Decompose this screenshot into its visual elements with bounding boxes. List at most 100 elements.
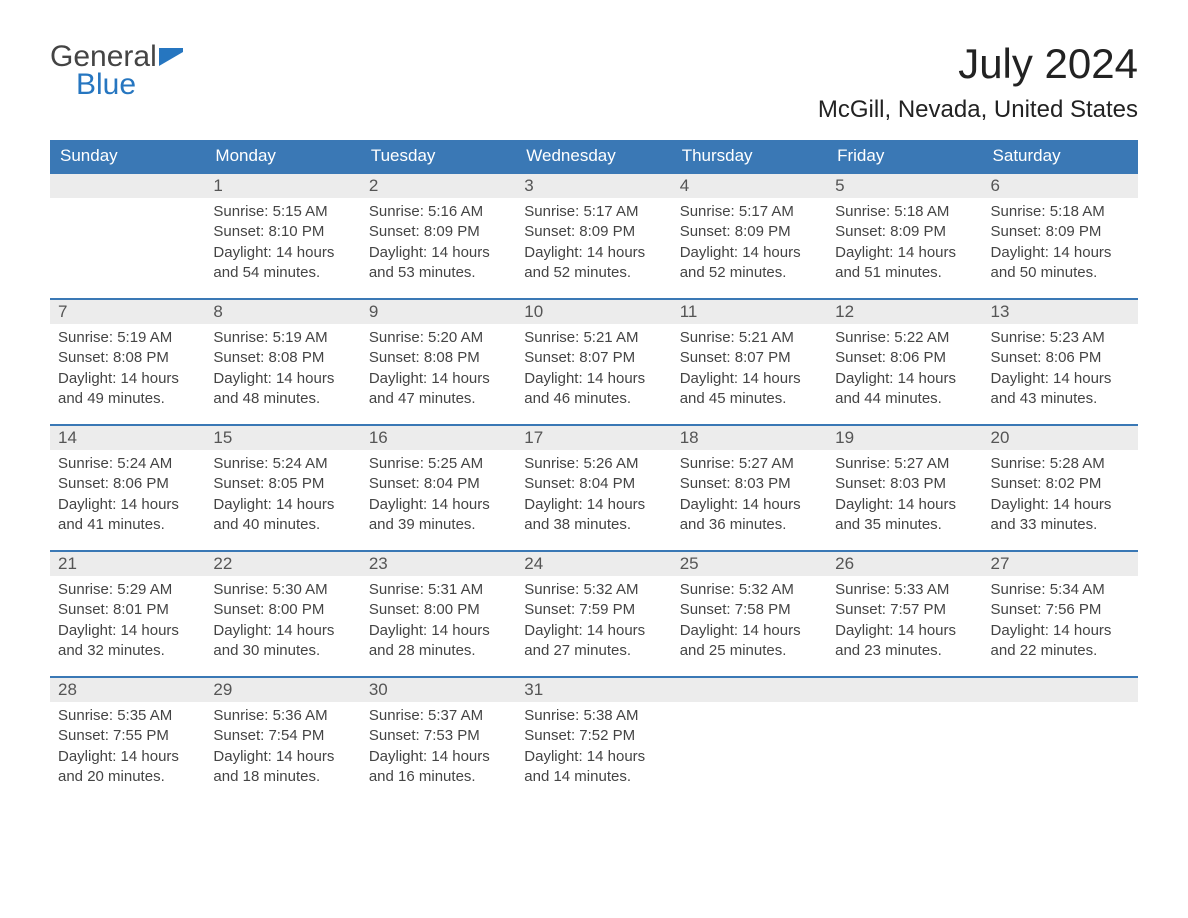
sunset-text: Sunset: 8:06 PM <box>991 348 1130 368</box>
calendar-day-cell: 20Sunrise: 5:28 AMSunset: 8:02 PMDayligh… <box>983 424 1138 550</box>
daylight-text: Daylight: 14 hours and 27 minutes. <box>524 621 663 662</box>
calendar-day-cell: 11Sunrise: 5:21 AMSunset: 8:07 PMDayligh… <box>672 298 827 424</box>
day-number: 29 <box>205 676 360 702</box>
calendar-day-cell: 27Sunrise: 5:34 AMSunset: 7:56 PMDayligh… <box>983 550 1138 676</box>
calendar-day-cell: 19Sunrise: 5:27 AMSunset: 8:03 PMDayligh… <box>827 424 982 550</box>
calendar-table: SundayMondayTuesdayWednesdayThursdayFrid… <box>50 140 1138 802</box>
sunset-text: Sunset: 8:04 PM <box>524 474 663 494</box>
day-content: Sunrise: 5:23 AMSunset: 8:06 PMDaylight:… <box>983 324 1138 417</box>
calendar-day-cell: 18Sunrise: 5:27 AMSunset: 8:03 PMDayligh… <box>672 424 827 550</box>
calendar-day-cell: 7Sunrise: 5:19 AMSunset: 8:08 PMDaylight… <box>50 298 205 424</box>
sunset-text: Sunset: 7:57 PM <box>835 600 974 620</box>
calendar-day-cell: 4Sunrise: 5:17 AMSunset: 8:09 PMDaylight… <box>672 172 827 298</box>
calendar-day-cell <box>50 172 205 298</box>
page-header: General Blue July 2024 McGill, Nevada, U… <box>50 40 1138 124</box>
sunrise-text: Sunrise: 5:32 AM <box>680 580 819 600</box>
daylight-text: Daylight: 14 hours and 50 minutes. <box>991 243 1130 284</box>
sunrise-text: Sunrise: 5:33 AM <box>835 580 974 600</box>
sunrise-text: Sunrise: 5:26 AM <box>524 454 663 474</box>
day-number: 5 <box>827 172 982 198</box>
day-content: Sunrise: 5:25 AMSunset: 8:04 PMDaylight:… <box>361 450 516 543</box>
sunrise-text: Sunrise: 5:28 AM <box>991 454 1130 474</box>
day-content: Sunrise: 5:27 AMSunset: 8:03 PMDaylight:… <box>827 450 982 543</box>
daylight-text: Daylight: 14 hours and 38 minutes. <box>524 495 663 536</box>
sunrise-text: Sunrise: 5:17 AM <box>680 202 819 222</box>
sunrise-text: Sunrise: 5:22 AM <box>835 328 974 348</box>
sunrise-text: Sunrise: 5:36 AM <box>213 706 352 726</box>
calendar-day-cell <box>827 676 982 802</box>
day-content: Sunrise: 5:33 AMSunset: 7:57 PMDaylight:… <box>827 576 982 669</box>
day-content: Sunrise: 5:30 AMSunset: 8:00 PMDaylight:… <box>205 576 360 669</box>
sunset-text: Sunset: 8:07 PM <box>680 348 819 368</box>
day-content: Sunrise: 5:29 AMSunset: 8:01 PMDaylight:… <box>50 576 205 669</box>
day-number: 13 <box>983 298 1138 324</box>
day-content: Sunrise: 5:16 AMSunset: 8:09 PMDaylight:… <box>361 198 516 291</box>
sunset-text: Sunset: 8:07 PM <box>524 348 663 368</box>
day-content: Sunrise: 5:19 AMSunset: 8:08 PMDaylight:… <box>50 324 205 417</box>
sunrise-text: Sunrise: 5:19 AM <box>213 328 352 348</box>
calendar-day-cell: 2Sunrise: 5:16 AMSunset: 8:09 PMDaylight… <box>361 172 516 298</box>
daylight-text: Daylight: 14 hours and 25 minutes. <box>680 621 819 662</box>
weekday-header: Tuesday <box>361 140 516 172</box>
sunrise-text: Sunrise: 5:20 AM <box>369 328 508 348</box>
day-number: 16 <box>361 424 516 450</box>
day-content: Sunrise: 5:17 AMSunset: 8:09 PMDaylight:… <box>672 198 827 291</box>
month-title: July 2024 <box>818 40 1138 88</box>
day-number: 24 <box>516 550 671 576</box>
daylight-text: Daylight: 14 hours and 54 minutes. <box>213 243 352 284</box>
calendar-week-row: 1Sunrise: 5:15 AMSunset: 8:10 PMDaylight… <box>50 172 1138 298</box>
calendar-day-cell: 9Sunrise: 5:20 AMSunset: 8:08 PMDaylight… <box>361 298 516 424</box>
calendar-day-cell: 22Sunrise: 5:30 AMSunset: 8:00 PMDayligh… <box>205 550 360 676</box>
calendar-day-cell: 25Sunrise: 5:32 AMSunset: 7:58 PMDayligh… <box>672 550 827 676</box>
calendar-week-row: 7Sunrise: 5:19 AMSunset: 8:08 PMDaylight… <box>50 298 1138 424</box>
weekday-header-row: SundayMondayTuesdayWednesdayThursdayFrid… <box>50 140 1138 172</box>
sunrise-text: Sunrise: 5:19 AM <box>58 328 197 348</box>
sunrise-text: Sunrise: 5:18 AM <box>991 202 1130 222</box>
flag-icon <box>159 48 183 66</box>
daylight-text: Daylight: 14 hours and 51 minutes. <box>835 243 974 284</box>
day-content: Sunrise: 5:36 AMSunset: 7:54 PMDaylight:… <box>205 702 360 795</box>
daylight-text: Daylight: 14 hours and 22 minutes. <box>991 621 1130 662</box>
sunrise-text: Sunrise: 5:35 AM <box>58 706 197 726</box>
day-content: Sunrise: 5:38 AMSunset: 7:52 PMDaylight:… <box>516 702 671 795</box>
day-content: Sunrise: 5:22 AMSunset: 8:06 PMDaylight:… <box>827 324 982 417</box>
sunset-text: Sunset: 8:09 PM <box>369 222 508 242</box>
sunrise-text: Sunrise: 5:37 AM <box>369 706 508 726</box>
day-number: 10 <box>516 298 671 324</box>
calendar-day-cell: 8Sunrise: 5:19 AMSunset: 8:08 PMDaylight… <box>205 298 360 424</box>
sunset-text: Sunset: 8:04 PM <box>369 474 508 494</box>
title-block: July 2024 McGill, Nevada, United States <box>818 40 1138 124</box>
brand-logo: General Blue <box>50 40 183 102</box>
sunset-text: Sunset: 8:09 PM <box>680 222 819 242</box>
day-number: 17 <box>516 424 671 450</box>
daylight-text: Daylight: 14 hours and 46 minutes. <box>524 369 663 410</box>
day-number: 7 <box>50 298 205 324</box>
daylight-text: Daylight: 14 hours and 44 minutes. <box>835 369 974 410</box>
day-number: 6 <box>983 172 1138 198</box>
calendar-day-cell: 12Sunrise: 5:22 AMSunset: 8:06 PMDayligh… <box>827 298 982 424</box>
sunset-text: Sunset: 8:01 PM <box>58 600 197 620</box>
daylight-text: Daylight: 14 hours and 39 minutes. <box>369 495 508 536</box>
sunset-text: Sunset: 8:09 PM <box>991 222 1130 242</box>
day-content: Sunrise: 5:21 AMSunset: 8:07 PMDaylight:… <box>516 324 671 417</box>
day-number: 22 <box>205 550 360 576</box>
sunrise-text: Sunrise: 5:24 AM <box>58 454 197 474</box>
day-content: Sunrise: 5:35 AMSunset: 7:55 PMDaylight:… <box>50 702 205 795</box>
calendar-day-cell <box>672 676 827 802</box>
day-content: Sunrise: 5:37 AMSunset: 7:53 PMDaylight:… <box>361 702 516 795</box>
day-content: Sunrise: 5:18 AMSunset: 8:09 PMDaylight:… <box>983 198 1138 291</box>
daylight-text: Daylight: 14 hours and 47 minutes. <box>369 369 508 410</box>
weekday-header: Friday <box>827 140 982 172</box>
calendar-day-cell <box>983 676 1138 802</box>
day-number: 31 <box>516 676 671 702</box>
daylight-text: Daylight: 14 hours and 33 minutes. <box>991 495 1130 536</box>
calendar-day-cell: 24Sunrise: 5:32 AMSunset: 7:59 PMDayligh… <box>516 550 671 676</box>
weekday-header: Sunday <box>50 140 205 172</box>
day-content: Sunrise: 5:21 AMSunset: 8:07 PMDaylight:… <box>672 324 827 417</box>
calendar-week-row: 28Sunrise: 5:35 AMSunset: 7:55 PMDayligh… <box>50 676 1138 802</box>
day-content: Sunrise: 5:15 AMSunset: 8:10 PMDaylight:… <box>205 198 360 291</box>
sunset-text: Sunset: 8:08 PM <box>58 348 197 368</box>
day-content: Sunrise: 5:26 AMSunset: 8:04 PMDaylight:… <box>516 450 671 543</box>
sunrise-text: Sunrise: 5:29 AM <box>58 580 197 600</box>
day-number: 26 <box>827 550 982 576</box>
